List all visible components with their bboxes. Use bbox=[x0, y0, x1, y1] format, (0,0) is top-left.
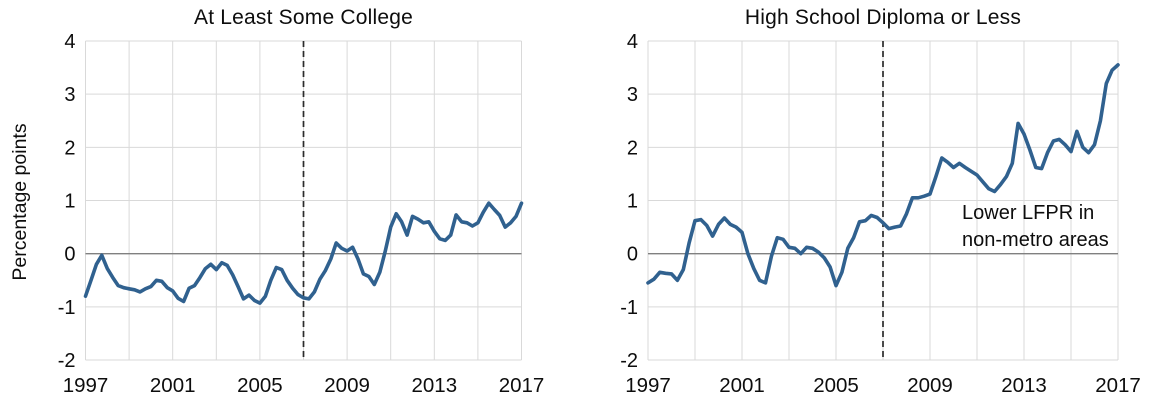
y-tick-label: 2 bbox=[64, 137, 75, 159]
x-tick-label: 2017 bbox=[1095, 374, 1141, 397]
y-axis-label: Percentage points bbox=[9, 123, 31, 281]
chart-title-right: High School Diploma or Less bbox=[744, 6, 1022, 29]
x-tick-label: 2009 bbox=[324, 374, 370, 397]
x-tick-label: 2001 bbox=[150, 374, 196, 397]
x-tick-label: 2009 bbox=[907, 374, 953, 397]
y-tick-label: 0 bbox=[627, 244, 638, 266]
y-tick-label: 2 bbox=[627, 137, 638, 159]
chart-title-left: At Least Some College bbox=[194, 6, 413, 29]
y-tick-label: 1 bbox=[64, 191, 75, 213]
annotation-line-2: non-metro areas bbox=[962, 229, 1109, 251]
y-tick-label: 4 bbox=[64, 31, 75, 53]
annotation-lower-lfpr: Lower LFPR in non-metro areas bbox=[962, 200, 1109, 254]
lfpr-gap-line bbox=[646, 63, 1120, 288]
x-tick-label: 2013 bbox=[1001, 374, 1047, 397]
x-tick-label: 2013 bbox=[411, 374, 457, 397]
y-tick-label: 3 bbox=[64, 84, 75, 106]
y-tick-label: 0 bbox=[64, 244, 75, 266]
y-tick-label: 3 bbox=[627, 84, 638, 106]
y-tick-label: -2 bbox=[58, 350, 76, 372]
y-tick-label: -1 bbox=[620, 297, 638, 319]
y-tick-label: 1 bbox=[627, 191, 638, 213]
y-tick-label: -2 bbox=[620, 350, 638, 372]
x-tick-label: 2001 bbox=[719, 374, 765, 397]
x-tick-label: 1997 bbox=[625, 374, 671, 397]
y-tick-label: -1 bbox=[58, 297, 76, 319]
annotation-line-1: Lower LFPR in bbox=[962, 202, 1095, 224]
x-tick-label: 2005 bbox=[813, 374, 859, 397]
x-tick-label: 1997 bbox=[63, 374, 109, 397]
y-tick-label: 4 bbox=[627, 31, 638, 53]
lfpr-gap-line bbox=[83, 201, 524, 305]
x-tick-label: 2017 bbox=[499, 374, 545, 397]
x-tick-label: 2005 bbox=[237, 374, 283, 397]
